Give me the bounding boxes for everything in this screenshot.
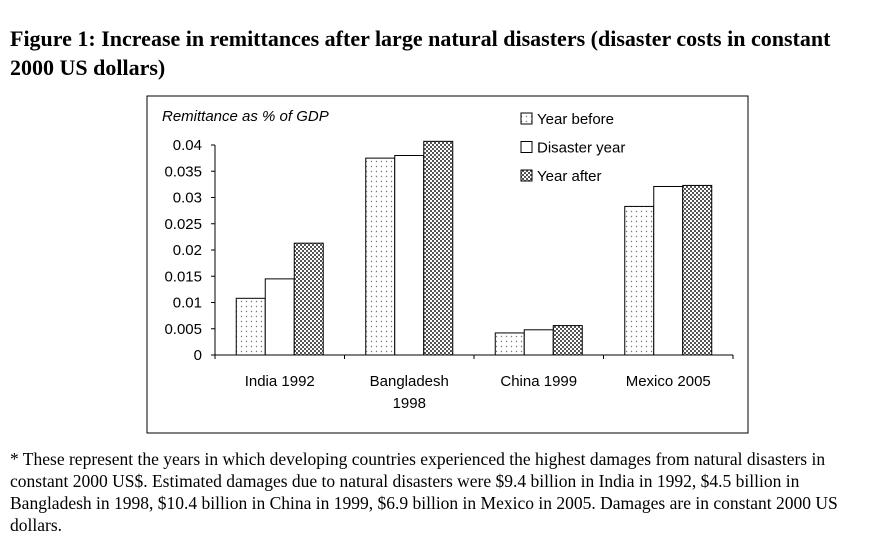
- y-tick-label: 0.04: [173, 137, 202, 154]
- bar: [264, 278, 295, 356]
- x-tick-label: Bangladesh: [370, 373, 449, 390]
- legend-swatch: [520, 112, 533, 125]
- legend-swatch: [520, 141, 533, 153]
- y-tick-label: 0.005: [164, 321, 202, 338]
- bar: [624, 205, 655, 356]
- bar-chart: 0 0.005 0.01 0.015 0.02 0.025 0.03 0.035 0.04 Re…: [146, 95, 749, 434]
- x-tick-label: India 1992: [245, 373, 315, 390]
- x-tick-label: China 1999: [500, 373, 577, 390]
- legend-label: Disaster year: [537, 140, 625, 157]
- bar: [682, 184, 713, 356]
- y-axis-title: Remittance as % of GDP: [162, 108, 329, 125]
- bar: [653, 185, 684, 356]
- bar: [552, 325, 583, 356]
- y-tick-label: 0.015: [164, 268, 202, 285]
- bar: [293, 242, 324, 356]
- legend-label: Year before: [537, 111, 614, 128]
- x-tick-label: Mexico 2005: [626, 373, 711, 390]
- bar: [394, 155, 425, 356]
- chart-frame: [146, 95, 749, 434]
- bar: [523, 329, 554, 356]
- legend-swatch: [520, 169, 533, 182]
- legend-label: Year after: [537, 168, 602, 185]
- y-tick-label: 0: [194, 347, 202, 364]
- bar: [423, 140, 454, 356]
- y-tick-label: 0.035: [164, 163, 202, 180]
- x-tick-label: 1998: [393, 395, 426, 412]
- bar: [235, 297, 266, 356]
- y-tick-label: 0.01: [173, 295, 202, 312]
- bar: [365, 157, 396, 356]
- figure-title: Figure 1: Increase in remittances after …: [10, 26, 831, 80]
- figure-footnote: * These represent the years in which dev…: [10, 449, 838, 535]
- y-tick-label: 0.03: [173, 190, 202, 207]
- y-tick-label: 0.025: [164, 216, 202, 233]
- y-tick-label: 0.02: [173, 242, 202, 259]
- bar: [494, 332, 525, 356]
